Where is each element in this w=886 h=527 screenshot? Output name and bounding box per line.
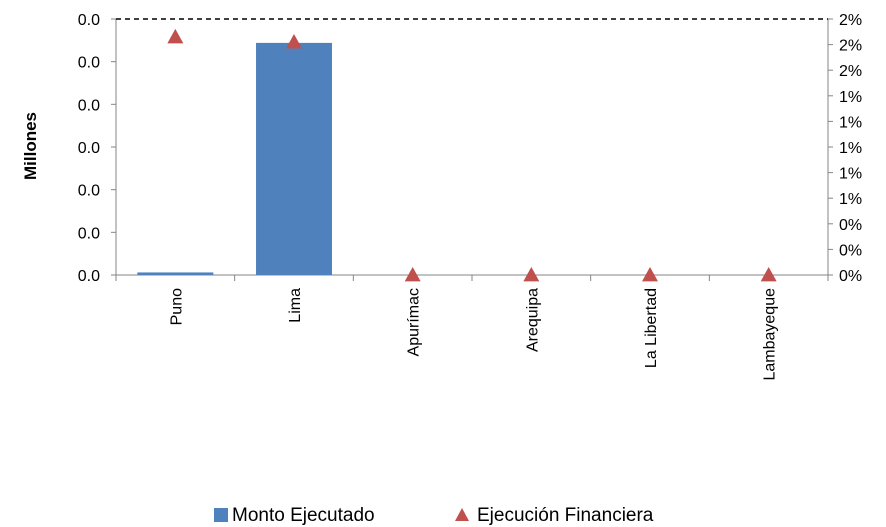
legend-swatch-bar [214, 508, 228, 522]
marker-triangle[interactable] [286, 34, 302, 49]
plot-area [115, 18, 829, 276]
right-tick-label: 0% [839, 242, 862, 259]
bar[interactable] [256, 42, 332, 275]
left-tick-label: 0.0 [78, 268, 100, 285]
category-label: Apurímac [406, 288, 423, 356]
left-axis: 0.0 0.0 0.0 0.0 0.0 0.0 0.0 [78, 12, 116, 285]
marker-triangle[interactable] [167, 28, 184, 44]
legend-swatch-triangle [455, 508, 469, 521]
marker-triangle[interactable] [760, 267, 777, 282]
y-axis-title: Millones [21, 112, 40, 180]
right-tick-label: 2% [839, 63, 862, 80]
left-tick-label: 0.0 [78, 225, 100, 242]
marker-series [167, 28, 777, 282]
left-tick-label: 0.0 [78, 183, 100, 200]
legend[interactable]: Monto Ejecutado Ejecución Financiera [214, 505, 654, 526]
marker-triangle[interactable] [404, 267, 421, 282]
bar-series [137, 42, 332, 275]
right-axis: 0% 0% 0% 1% 1% 1% 1% 1% 2% 2% 2% [828, 12, 862, 285]
category-axis: Puno Lima Apurímac Arequipa La Libertad Lamba… [115, 275, 829, 381]
category-label: La Libertad [643, 288, 660, 368]
right-tick-label: 0% [839, 217, 862, 234]
right-tick-label: 1% [839, 114, 862, 131]
right-tick-label: 2% [839, 12, 862, 29]
category-label: Lambayeque [762, 288, 779, 381]
left-tick-label: 0.0 [78, 12, 100, 29]
right-tick-label: 1% [839, 191, 862, 208]
right-tick-label: 1% [839, 89, 862, 106]
legend-label-triangle: Ejecución Financiera [477, 505, 654, 526]
category-label: Arequipa [524, 288, 541, 352]
right-tick-label: 1% [839, 166, 862, 183]
left-tick-label: 0.0 [78, 55, 100, 72]
right-tick-label: 1% [839, 140, 862, 157]
left-tick-label: 0.0 [78, 140, 100, 157]
left-tick-label: 0.0 [78, 97, 100, 114]
right-tick-label: 2% [839, 38, 862, 55]
bar[interactable] [137, 272, 214, 275]
marker-triangle[interactable] [523, 267, 540, 282]
marker-triangle[interactable] [642, 267, 658, 282]
right-tick-label: 0% [839, 268, 862, 285]
legend-label-bar: Monto Ejecutado [232, 505, 375, 526]
category-label: Lima [287, 288, 304, 323]
category-label: Puno [168, 288, 185, 325]
